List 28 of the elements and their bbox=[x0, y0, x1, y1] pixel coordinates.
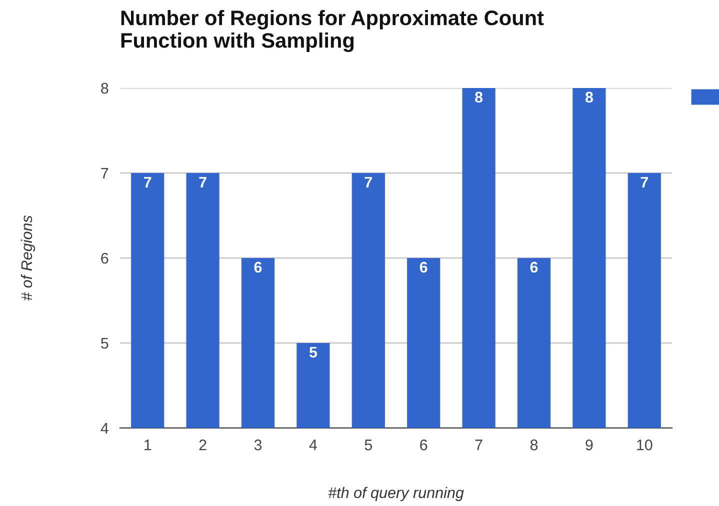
data-label: 6 bbox=[254, 262, 262, 273]
chart-title: Number of Regions for Approximate Count Function with Sampling bbox=[121, 10, 544, 52]
x-tick-label: 2 bbox=[199, 440, 206, 450]
x-tick-label: 1 bbox=[144, 440, 152, 450]
data-label: 7 bbox=[640, 176, 648, 188]
data-label: 8 bbox=[585, 92, 593, 103]
x-axis-title: #th of query running bbox=[328, 486, 464, 502]
x-tick-label: 4 bbox=[309, 440, 317, 450]
data-label: 5 bbox=[309, 346, 318, 358]
data-label: 6 bbox=[530, 262, 538, 273]
data-label: 7 bbox=[144, 176, 152, 188]
x-tick-label: 9 bbox=[586, 440, 593, 450]
y-tick-label: 8 bbox=[101, 82, 108, 94]
y-tick-label: 5 bbox=[101, 338, 108, 349]
y-tick-label: 6 bbox=[101, 252, 108, 264]
x-tick-label: 6 bbox=[420, 440, 428, 450]
data-label: 7 bbox=[364, 176, 372, 188]
data-label: 7 bbox=[199, 176, 206, 188]
y-axis-title: # of Regions bbox=[20, 215, 36, 301]
y-tick-label: 4 bbox=[100, 423, 108, 434]
x-tick-label: 3 bbox=[254, 440, 262, 450]
x-tick-label: 8 bbox=[530, 440, 538, 450]
x-tick-label: 5 bbox=[364, 440, 372, 450]
data-label: 6 bbox=[420, 262, 428, 273]
x-tick-label: 10 bbox=[637, 440, 652, 450]
x-tick-label: 7 bbox=[475, 440, 482, 450]
data-label: 8 bbox=[475, 92, 483, 103]
y-tick-label: 7 bbox=[101, 168, 108, 179]
